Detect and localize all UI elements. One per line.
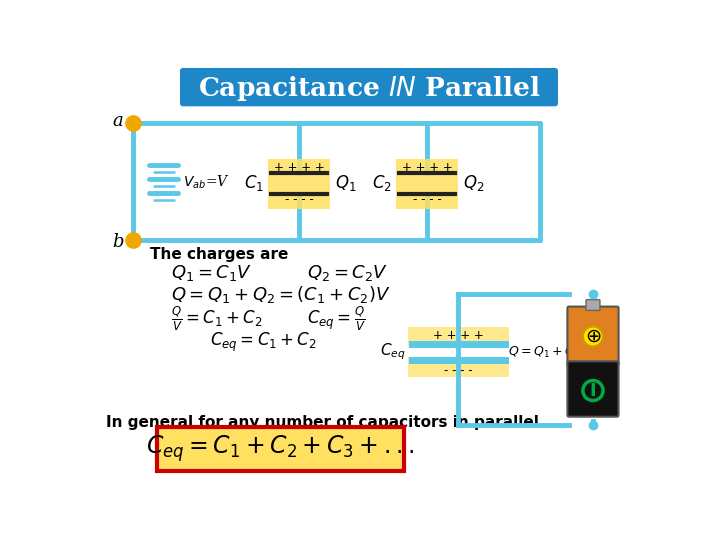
Text: $C_2$: $C_2$ (372, 173, 392, 193)
Text: In general for any number of capacitors in parallel: In general for any number of capacitors … (106, 415, 539, 430)
Text: The charges are: The charges are (150, 247, 289, 262)
FancyBboxPatch shape (570, 334, 616, 340)
Text: $V_{ab}$=V: $V_{ab}$=V (183, 173, 230, 191)
FancyBboxPatch shape (269, 159, 330, 209)
Text: $Q_2$: $Q_2$ (463, 173, 484, 193)
Text: $Q_2 = C_2V$: $Q_2 = C_2V$ (307, 262, 388, 283)
FancyBboxPatch shape (157, 428, 404, 470)
FancyBboxPatch shape (570, 316, 616, 322)
Text: Capacitance $\mathit{IN}$ Parallel: Capacitance $\mathit{IN}$ Parallel (197, 74, 541, 103)
FancyBboxPatch shape (567, 361, 618, 417)
Text: $C_1$: $C_1$ (243, 173, 264, 193)
FancyBboxPatch shape (408, 357, 508, 377)
Text: $C_{eq} = \frac{Q}{V}$: $C_{eq} = \frac{Q}{V}$ (307, 305, 366, 333)
FancyBboxPatch shape (396, 159, 458, 209)
FancyBboxPatch shape (586, 300, 600, 310)
FancyBboxPatch shape (570, 353, 616, 359)
FancyBboxPatch shape (567, 307, 618, 366)
FancyBboxPatch shape (181, 69, 557, 106)
Text: + + + +: + + + + (433, 329, 484, 342)
Text: + + + +: + + + + (402, 161, 452, 174)
FancyBboxPatch shape (570, 309, 616, 316)
FancyBboxPatch shape (570, 328, 616, 334)
Circle shape (583, 327, 603, 347)
Text: a: a (112, 112, 123, 130)
FancyBboxPatch shape (570, 322, 616, 328)
Text: b: b (112, 233, 123, 251)
FancyBboxPatch shape (570, 347, 616, 353)
Text: $Q_1 = C_1V$: $Q_1 = C_1V$ (171, 262, 253, 283)
Text: $\frac{Q}{V} = C_1 + C_2$: $\frac{Q}{V} = C_1 + C_2$ (171, 305, 263, 333)
Text: - - - -: - - - - (413, 193, 441, 206)
Text: $Q = Q_1 + Q_2 = (C_1 + C_2)V$: $Q = Q_1 + Q_2 = (C_1 + C_2)V$ (171, 284, 391, 305)
Text: $Q=Q_1+Q_2$: $Q=Q_1+Q_2$ (508, 345, 580, 360)
Text: $\oplus$: $\oplus$ (585, 327, 601, 346)
Text: + + + +: + + + + (274, 161, 325, 174)
Text: - - - -: - - - - (285, 193, 314, 206)
Text: - - - -: - - - - (444, 364, 472, 377)
Text: $Q_1$: $Q_1$ (335, 173, 356, 193)
Text: $C_{eq} = C_1 + C_2$: $C_{eq} = C_1 + C_2$ (210, 330, 317, 354)
Text: $C_{eq}$: $C_{eq}$ (380, 342, 405, 362)
Text: $C_{eq} = C_1 + C_2 + C_3 + ...$: $C_{eq} = C_1 + C_2 + C_3 + ...$ (146, 434, 414, 464)
FancyBboxPatch shape (570, 340, 616, 347)
Text: I: I (590, 381, 596, 400)
FancyBboxPatch shape (408, 327, 508, 347)
